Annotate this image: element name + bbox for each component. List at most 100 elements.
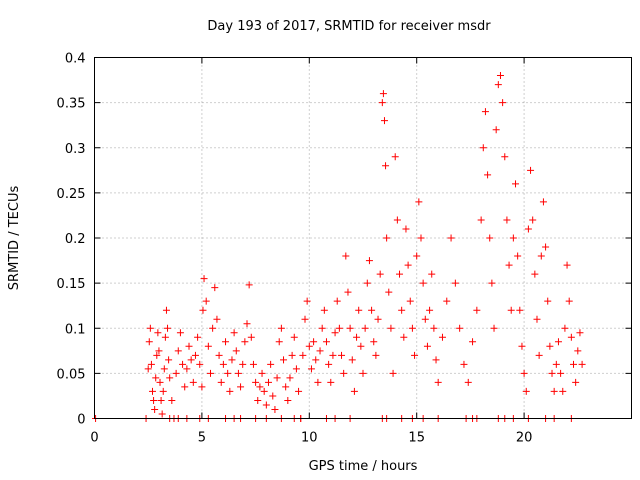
data-point xyxy=(529,216,537,224)
data-point xyxy=(496,72,504,80)
data-point xyxy=(264,378,272,386)
data-point xyxy=(222,338,230,346)
data-point xyxy=(542,243,550,251)
data-point xyxy=(290,333,298,341)
data-point xyxy=(430,324,438,332)
data-point xyxy=(378,99,386,107)
data-point xyxy=(166,374,174,382)
data-point xyxy=(389,369,397,377)
data-point xyxy=(327,378,335,386)
data-point xyxy=(505,261,513,269)
data-point xyxy=(158,410,166,418)
data-point xyxy=(537,252,545,260)
data-point xyxy=(434,378,442,386)
data-point xyxy=(353,333,361,341)
data-point xyxy=(503,216,511,224)
data-point xyxy=(161,333,169,341)
data-point xyxy=(518,342,526,350)
data-point xyxy=(520,369,528,377)
data-point xyxy=(402,225,410,233)
data-point xyxy=(147,360,155,368)
data-point xyxy=(187,356,195,364)
data-point xyxy=(477,216,485,224)
data-point xyxy=(301,315,309,323)
data-point xyxy=(241,338,249,346)
data-point xyxy=(258,369,266,377)
data-point xyxy=(282,383,290,391)
x-axis-tick-labels: 0 5 10 15 20 xyxy=(90,431,532,446)
data-point xyxy=(344,288,352,296)
data-point xyxy=(460,360,468,368)
data-point xyxy=(284,396,292,404)
data-point xyxy=(260,387,268,395)
chart-title: Day 193 of 2017, SRMTID for receiver msd… xyxy=(207,19,491,34)
data-point xyxy=(314,378,322,386)
data-point xyxy=(292,365,300,373)
grid-lines xyxy=(94,57,632,419)
data-point xyxy=(447,234,455,242)
data-points xyxy=(92,72,586,422)
data-point xyxy=(256,383,264,391)
data-point xyxy=(346,324,354,332)
data-point xyxy=(211,284,219,292)
data-point xyxy=(335,324,343,332)
data-point xyxy=(204,342,212,350)
data-point xyxy=(391,153,399,161)
data-point xyxy=(473,306,481,314)
data-point xyxy=(153,351,161,359)
data-point xyxy=(348,356,356,364)
data-point xyxy=(380,117,388,125)
data-point xyxy=(280,356,288,364)
data-point xyxy=(159,387,167,395)
data-point xyxy=(404,261,412,269)
y-tick-label: 0.3 xyxy=(65,142,86,157)
data-point xyxy=(183,365,191,373)
data-point xyxy=(557,369,565,377)
data-point xyxy=(322,338,330,346)
data-point xyxy=(295,387,303,395)
data-point xyxy=(144,365,152,373)
data-point xyxy=(237,383,245,391)
data-point xyxy=(535,351,543,359)
data-point xyxy=(262,401,270,409)
data-point xyxy=(340,369,348,377)
data-point xyxy=(357,342,365,350)
data-point xyxy=(385,288,393,296)
data-point xyxy=(501,153,509,161)
data-point xyxy=(275,338,283,346)
data-point xyxy=(479,144,487,152)
data-point xyxy=(273,374,281,382)
y-tick-label: 0.15 xyxy=(57,277,86,292)
data-point xyxy=(189,378,197,386)
data-point xyxy=(509,234,517,242)
data-point xyxy=(469,338,477,346)
data-point xyxy=(245,281,253,289)
data-point xyxy=(408,324,416,332)
data-point xyxy=(372,351,380,359)
data-point xyxy=(307,365,315,373)
data-point xyxy=(359,369,367,377)
data-point xyxy=(209,324,217,332)
data-point xyxy=(325,360,333,368)
data-point xyxy=(421,315,429,323)
data-point xyxy=(492,126,500,134)
data-point xyxy=(338,351,346,359)
data-point xyxy=(247,333,255,341)
data-point xyxy=(252,378,260,386)
data-point xyxy=(383,234,391,242)
y-axis-tick-labels: 0 0.05 0.1 0.15 0.2 0.25 0.3 0.35 0.4 xyxy=(57,52,86,428)
data-point xyxy=(432,356,440,364)
data-point xyxy=(148,387,156,395)
data-point xyxy=(451,279,459,287)
data-point xyxy=(232,347,240,355)
data-point xyxy=(559,387,567,395)
data-point xyxy=(423,342,431,350)
data-point xyxy=(194,333,202,341)
data-point xyxy=(168,396,176,404)
data-point xyxy=(316,347,324,355)
data-point xyxy=(411,351,419,359)
data-point xyxy=(305,342,313,350)
data-point xyxy=(406,297,414,305)
data-point xyxy=(490,324,498,332)
